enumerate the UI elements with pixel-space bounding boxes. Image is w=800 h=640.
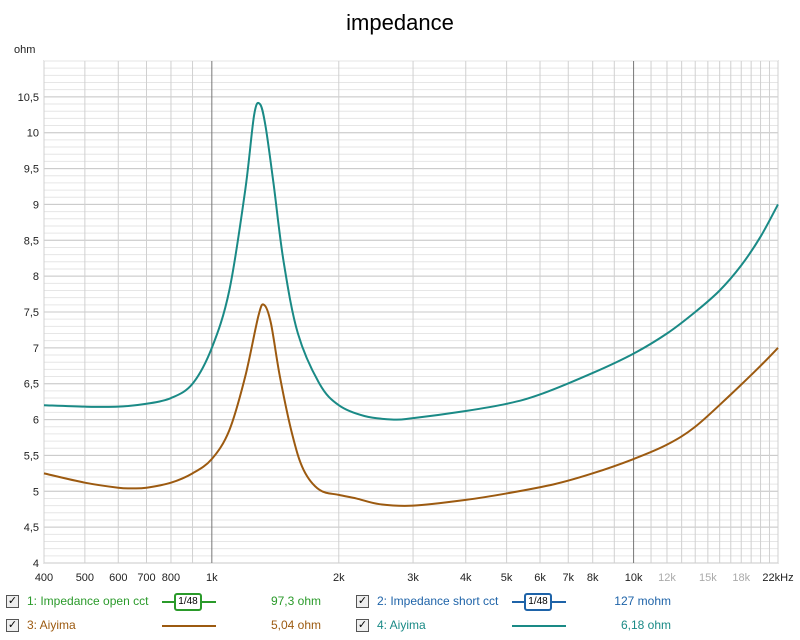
x-tick-label: 400 — [35, 572, 53, 584]
y-tick-label: 8,5 — [24, 235, 39, 247]
legend-label: 3: Aiyima — [27, 618, 76, 632]
legend-checkbox[interactable]: ✓ — [356, 619, 369, 632]
smoothing-badge[interactable]: 1/48 — [174, 593, 202, 611]
y-tick-label: 10,5 — [18, 92, 39, 104]
x-tick-label: 800 — [162, 572, 180, 584]
x-tick-label: 5k — [501, 572, 513, 584]
x-tick-label: 6k — [534, 572, 546, 584]
x-tick-label: 22kHz — [762, 572, 793, 584]
x-tick-label: 15k — [699, 572, 717, 584]
x-tick-label: 8k — [587, 572, 599, 584]
x-tick-label: 7k — [562, 572, 574, 584]
y-tick-label: 8 — [33, 271, 39, 283]
smoothing-badge[interactable]: 1/48 — [524, 593, 552, 611]
chart-title: impedance — [346, 10, 454, 35]
x-tick-label: 600 — [109, 572, 127, 584]
legend-value: 127 mohm — [614, 594, 671, 608]
x-tick-label: 18k — [732, 572, 750, 584]
y-tick-label: 6 — [33, 415, 39, 427]
series-line-1 — [43, 101, 779, 421]
legend-label: 1: Impedance open cct — [27, 594, 149, 608]
x-tick-label: 1k — [206, 572, 218, 584]
y-tick-label: 4 — [33, 558, 39, 570]
legend-value: 97,3 ohm — [270, 594, 321, 608]
y-tick-label: 5 — [33, 486, 39, 498]
series-line-2 — [43, 303, 779, 507]
plot-area: 4 4,5 5 5,5 6 6,5 7 7,5 8 8,5 9 9,5 10 10,5 400 500 600 7… — [18, 60, 794, 584]
x-tick-label: 4k — [460, 572, 472, 584]
legend-value: 5,04 ohm — [270, 618, 321, 632]
legend-value: 6,18 ohm — [620, 618, 671, 632]
y-tick-label: 4,5 — [24, 522, 39, 534]
y-axis-unit: ohm — [14, 44, 36, 56]
x-tick-label: 2k — [333, 572, 345, 584]
legend-checkbox[interactable]: ✓ — [6, 595, 19, 608]
legend-checkbox[interactable]: ✓ — [356, 595, 369, 608]
x-tick-label: 3k — [407, 572, 419, 584]
legend-label: 2: Impedance short cct — [377, 594, 499, 608]
y-tick-label: 9,5 — [24, 164, 39, 176]
y-tick-label: 10 — [27, 128, 39, 140]
x-tick-label: 12k — [658, 572, 676, 584]
y-tick-label: 7 — [33, 343, 39, 355]
legend-line-swatch — [512, 625, 566, 627]
x-tick-label: 10k — [625, 572, 643, 584]
legend-line-swatch — [162, 625, 216, 627]
y-tick-label: 9 — [33, 199, 39, 211]
y-tick-label: 6,5 — [24, 379, 39, 391]
x-tick-label: 500 — [76, 572, 94, 584]
y-tick-label: 5,5 — [24, 450, 39, 462]
legend-label: 4: Aiyima — [377, 618, 426, 632]
legend-checkbox[interactable]: ✓ — [6, 619, 19, 632]
x-tick-label: 700 — [137, 572, 155, 584]
y-tick-label: 7,5 — [24, 307, 39, 319]
